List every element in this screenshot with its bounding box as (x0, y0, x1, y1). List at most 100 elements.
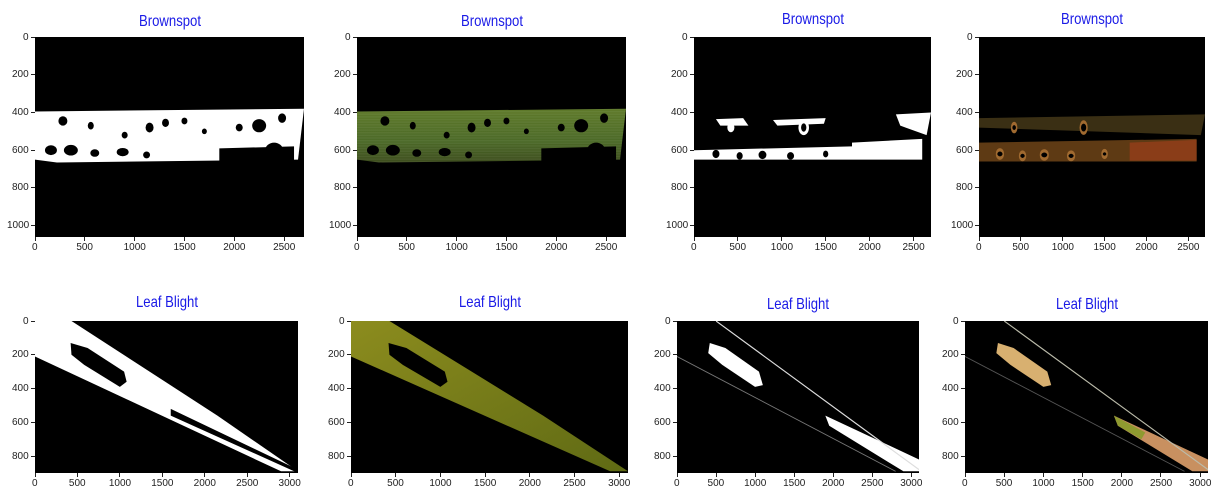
x-tick-label: 0 (674, 478, 680, 489)
y-tick-mark (975, 111, 979, 113)
y-tick-mark (347, 455, 351, 457)
y-tick-label: 400 (671, 106, 688, 118)
leafblight-lesion-segmented (965, 321, 1208, 473)
x-tick-mark (289, 473, 291, 477)
y-tick-label: 0 (339, 315, 345, 327)
x-tick-mark (356, 237, 358, 241)
y-tick-label: 800 (942, 450, 959, 462)
x-tick-label: 0 (691, 242, 697, 253)
x-tick-label: 500 (707, 478, 725, 489)
x-tick-label: 500 (729, 242, 747, 253)
x-tick-mark (825, 237, 827, 241)
y-tick-mark (31, 74, 35, 76)
leaf-image (35, 321, 298, 473)
leaf-image (965, 321, 1208, 472)
y-tick-mark (347, 388, 351, 390)
y-tick-label: 400 (942, 383, 959, 395)
x-tick-mark (439, 473, 441, 477)
y-tick-label: 800 (956, 182, 973, 194)
x-tick-label: 0 (32, 478, 38, 489)
y-tick-mark (673, 354, 677, 356)
y-tick-mark (975, 74, 979, 76)
y-tick-label: 400 (334, 106, 351, 118)
y-tick-mark (961, 320, 965, 322)
x-tick-label: 0 (962, 478, 968, 489)
y-tick-label: 0 (953, 315, 959, 327)
y-tick-label: 600 (12, 144, 29, 156)
x-tick-label: 2000 (518, 478, 541, 489)
x-tick-label: 2000 (822, 478, 845, 489)
y-tick-label: 600 (654, 416, 671, 428)
y-tick-label: 200 (654, 349, 671, 361)
y-tick-mark (673, 455, 677, 457)
x-tick-label: 500 (387, 478, 404, 489)
y-tick-label: 200 (956, 69, 973, 81)
y-tick-mark (690, 149, 694, 151)
x-tick-mark (283, 237, 285, 241)
x-tick-label: 500 (1012, 242, 1030, 253)
y-tick-mark (31, 187, 35, 189)
x-tick-mark (456, 237, 458, 241)
x-tick-label: 2500 (595, 242, 618, 253)
y-tick-label: 200 (671, 69, 688, 81)
x-tick-mark (964, 473, 966, 477)
y-tick-label: 600 (956, 144, 973, 156)
y-tick-mark (975, 149, 979, 151)
x-tick-mark (781, 237, 783, 241)
y-tick-label: 200 (12, 69, 29, 81)
x-tick-mark (1199, 473, 1201, 477)
x-tick-mark (406, 237, 408, 241)
y-tick-label: 400 (12, 383, 29, 395)
x-tick-mark (183, 237, 185, 241)
y-tick-label: 800 (328, 450, 345, 462)
y-tick-label: 800 (671, 182, 688, 194)
x-tick-label: 1000 (445, 242, 468, 253)
y-tick-mark (31, 149, 35, 151)
y-tick-mark (673, 421, 677, 423)
panel-title: Leaf Blight (135, 294, 198, 311)
x-tick-mark (1160, 473, 1162, 477)
y-tick-label: 1000 (7, 220, 30, 232)
x-tick-mark (484, 473, 486, 477)
y-tick-label: 600 (942, 416, 959, 428)
x-tick-mark (715, 473, 717, 477)
x-tick-mark (395, 473, 397, 477)
x-tick-mark (119, 473, 121, 477)
y-tick-mark (353, 187, 357, 189)
x-tick-mark (161, 473, 163, 477)
y-tick-mark (975, 225, 979, 227)
x-tick-label: 3000 (278, 478, 301, 489)
y-tick-label: 600 (334, 144, 351, 156)
x-tick-mark (1042, 473, 1044, 477)
x-tick-mark (134, 237, 136, 241)
x-tick-mark (529, 473, 531, 477)
panel-title: Leaf Blight (1055, 296, 1118, 313)
x-tick-label: 3000 (1189, 478, 1212, 489)
y-tick-mark (31, 320, 35, 322)
y-tick-mark (690, 225, 694, 227)
x-tick-label: 500 (995, 478, 1013, 489)
x-tick-label: 1000 (1032, 478, 1055, 489)
x-tick-mark (34, 237, 36, 241)
y-tick-mark (673, 320, 677, 322)
y-tick-mark (975, 36, 979, 38)
x-tick-mark (978, 237, 980, 241)
x-tick-label: 500 (68, 478, 86, 489)
y-tick-label: 200 (334, 69, 351, 81)
panel-title: Brownspot (460, 13, 523, 30)
y-tick-label: 800 (12, 182, 29, 194)
x-tick-label: 1500 (783, 478, 806, 489)
panel-title: Brownspot (781, 11, 844, 28)
x-tick-mark (1020, 237, 1022, 241)
y-tick-mark (31, 455, 35, 457)
x-tick-mark (869, 237, 871, 241)
x-tick-mark (912, 237, 914, 241)
y-tick-label: 800 (12, 450, 29, 462)
x-tick-mark (676, 473, 678, 477)
x-tick-mark (737, 237, 739, 241)
x-tick-label: 1500 (495, 242, 518, 253)
y-tick-label: 0 (23, 315, 29, 327)
x-tick-label: 500 (398, 242, 415, 253)
y-tick-mark (961, 421, 965, 423)
y-tick-mark (31, 354, 35, 356)
